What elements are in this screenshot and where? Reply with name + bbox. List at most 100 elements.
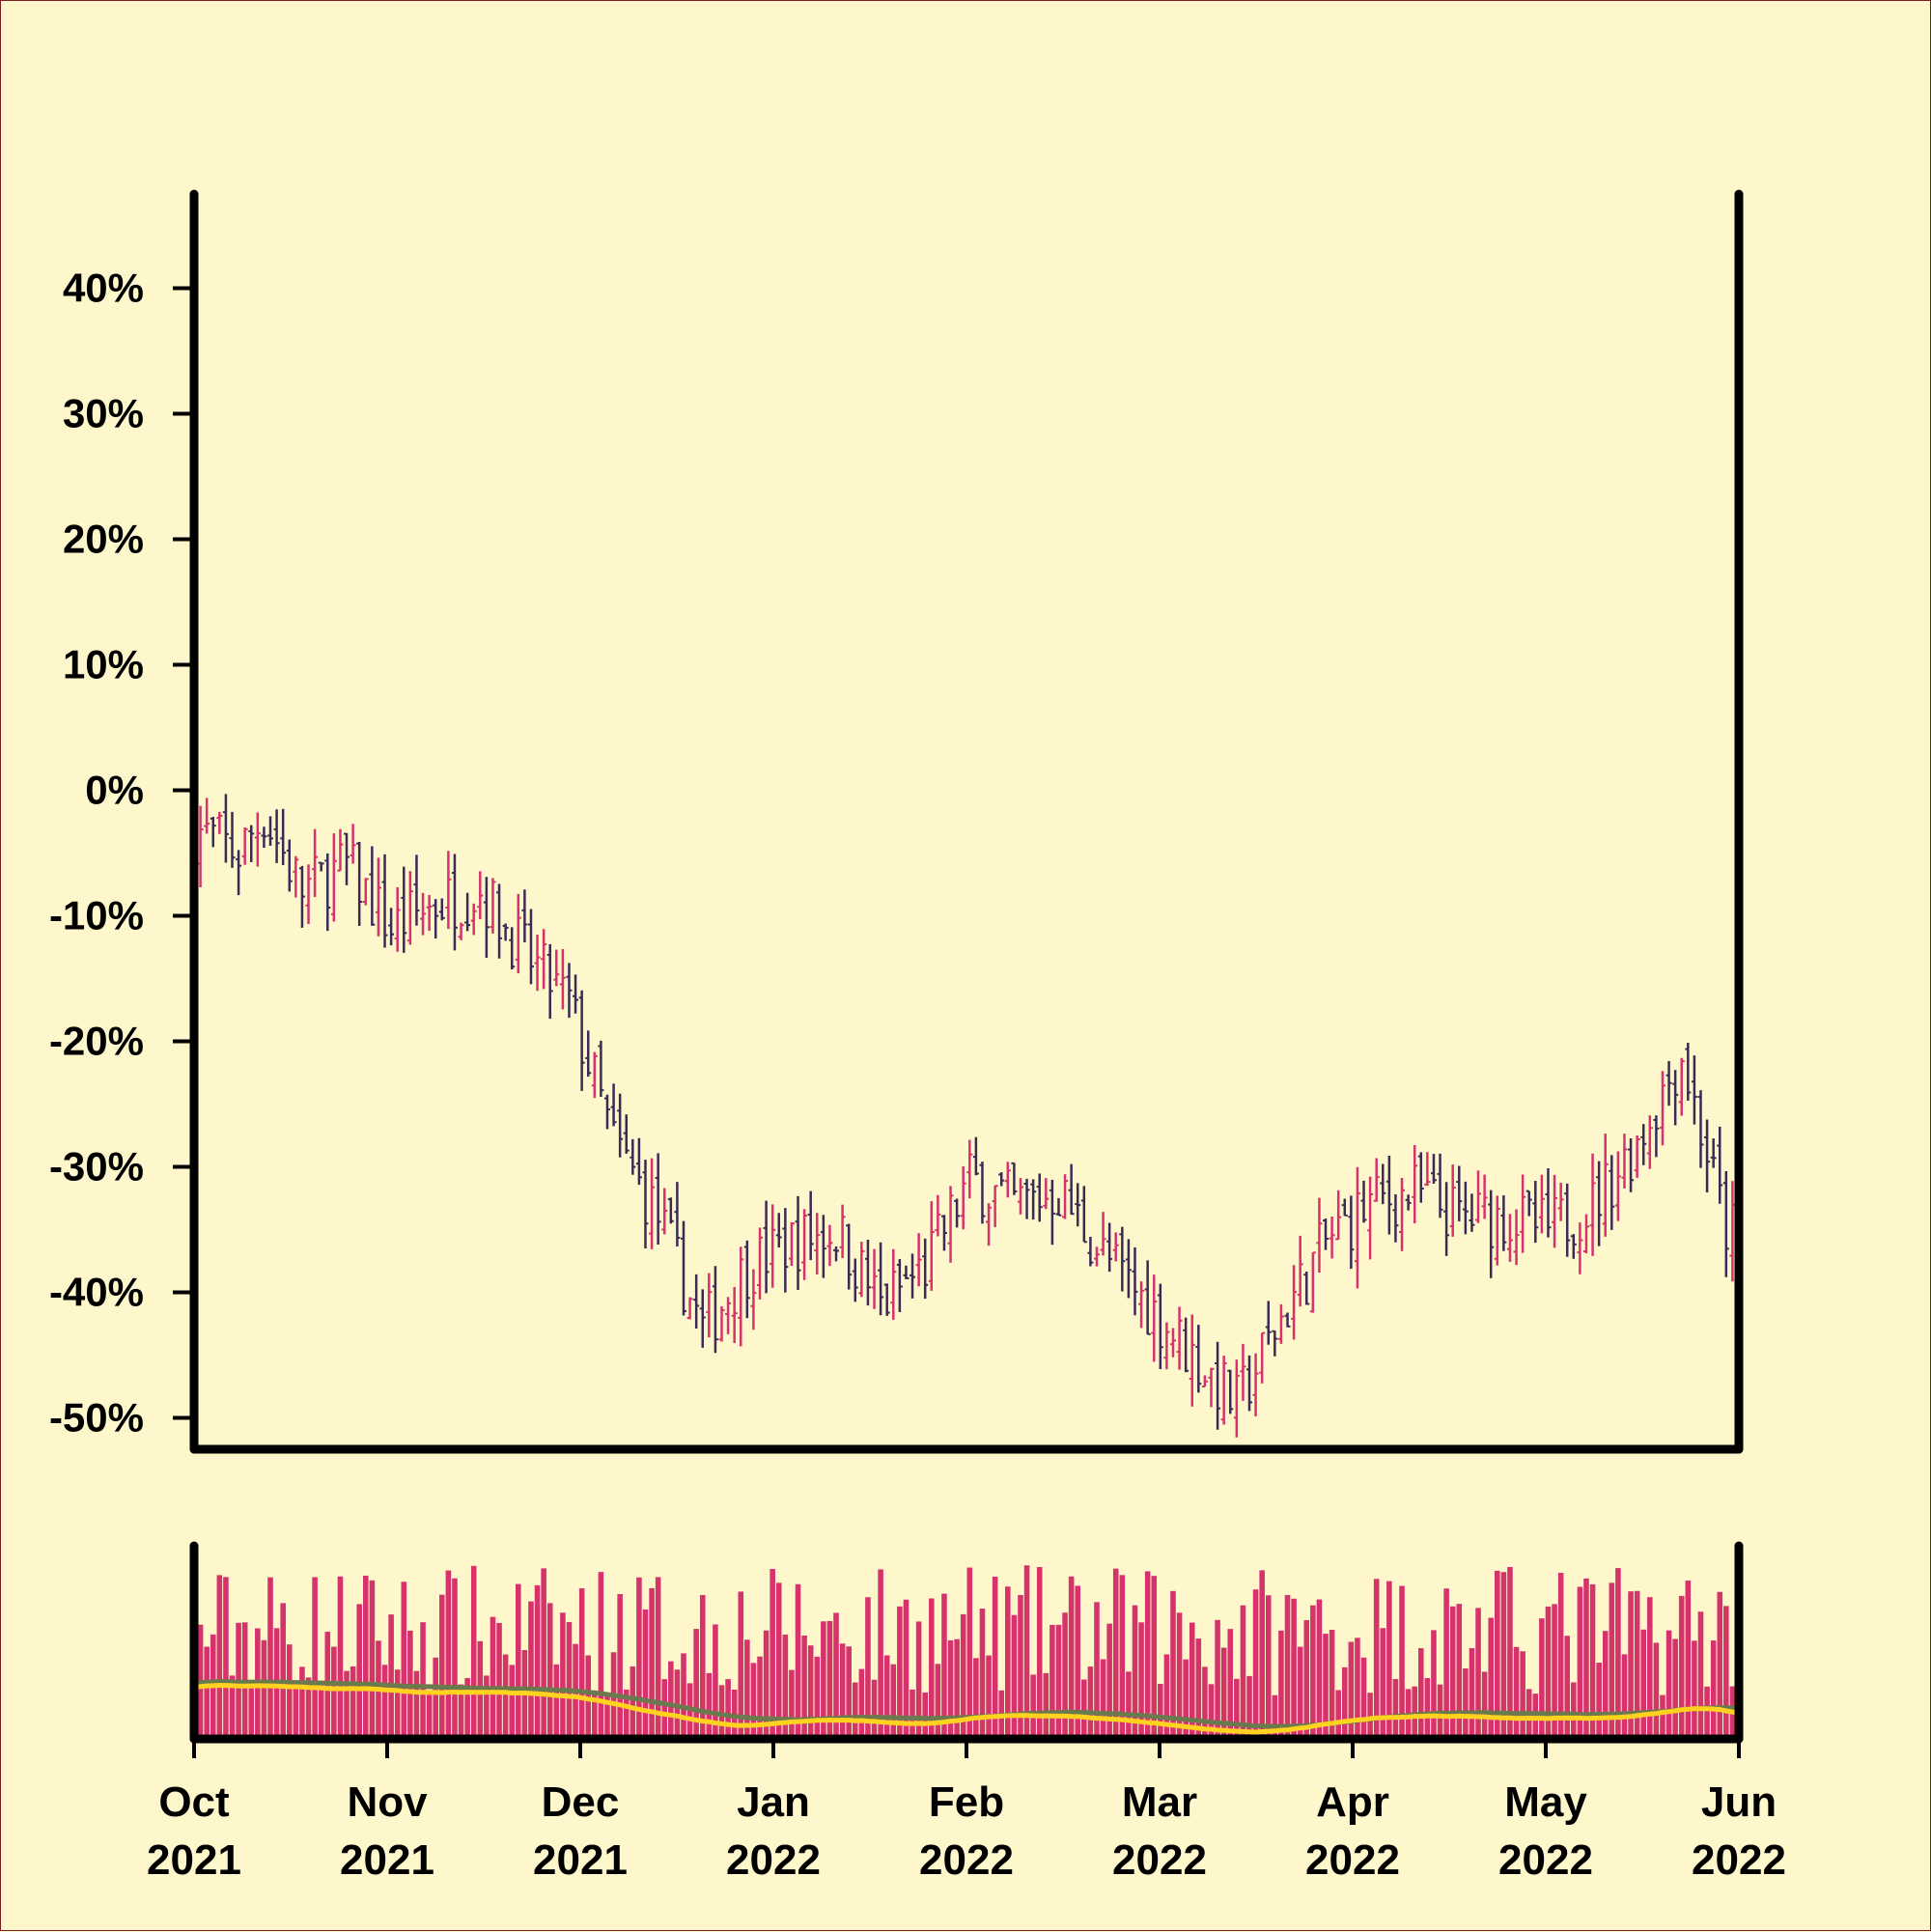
x-tick-label-month: Nov	[347, 1778, 428, 1826]
volume-bar	[973, 1658, 979, 1739]
volume-bar	[883, 1655, 890, 1739]
x-tick-label-year: 2022	[1112, 1836, 1207, 1884]
y-tick-label: -40%	[49, 1270, 144, 1315]
volume-bar	[1265, 1595, 1272, 1739]
volume-bar	[1023, 1565, 1030, 1739]
volume-bar	[1653, 1642, 1660, 1739]
x-tick-label-year: 2022	[1692, 1836, 1786, 1884]
volume-bar	[1138, 1622, 1144, 1739]
volume-bar	[801, 1635, 807, 1739]
volume-bar	[757, 1656, 763, 1739]
volume-bar	[1481, 1671, 1488, 1739]
volume-bar	[941, 1593, 947, 1739]
volume-bar	[1094, 1602, 1100, 1739]
x-tick-label-year: 2021	[340, 1836, 434, 1884]
volume-bar	[1062, 1612, 1068, 1739]
volume-bar	[1106, 1623, 1112, 1739]
volume-bar	[350, 1666, 356, 1739]
volume-bar	[1577, 1586, 1583, 1739]
volume-bar	[865, 1597, 871, 1739]
volume-bar	[1360, 1657, 1367, 1739]
volume-bar	[1075, 1585, 1081, 1739]
volume-bar	[979, 1609, 986, 1739]
ohlc-bars	[194, 794, 1739, 1438]
volume-bar	[1583, 1578, 1589, 1739]
volume-bar	[693, 1629, 699, 1739]
volume-bar	[789, 1669, 795, 1739]
y-tick-label: 20%	[63, 517, 144, 562]
volume-bar	[718, 1685, 725, 1739]
volume-bar	[1195, 1638, 1202, 1739]
volume-bar	[204, 1646, 210, 1739]
volume-bar	[960, 1613, 966, 1739]
volume-bar	[713, 1624, 718, 1739]
volume-bar	[706, 1672, 713, 1739]
volume-bar	[1513, 1646, 1520, 1739]
volume-bar	[966, 1567, 973, 1739]
volume-bar	[699, 1594, 706, 1739]
volume-bar	[331, 1646, 337, 1739]
volume-bar	[560, 1612, 566, 1739]
volume-bar	[744, 1639, 750, 1739]
volume-bar	[546, 1603, 553, 1739]
volume-bar	[1692, 1640, 1697, 1739]
volume-bar	[578, 1588, 585, 1739]
volume-bars	[191, 1565, 1742, 1739]
volume-bar	[248, 1688, 255, 1739]
volume-bar	[1495, 1570, 1500, 1739]
volume-bar	[1303, 1620, 1310, 1739]
volume-bar	[1291, 1598, 1297, 1739]
volume-bar	[814, 1656, 821, 1739]
volume-bar	[1589, 1583, 1596, 1739]
volume-bar	[1615, 1568, 1621, 1739]
volume-bar	[470, 1565, 477, 1739]
volume-bar	[630, 1666, 636, 1739]
volume-bar	[992, 1576, 998, 1739]
volume-bar	[1112, 1568, 1119, 1739]
volume-bar	[1685, 1581, 1692, 1739]
volume-bar	[490, 1616, 496, 1739]
volume-bar	[1557, 1572, 1564, 1739]
volume-bar	[1297, 1646, 1303, 1739]
x-tick-label-month: Dec	[542, 1778, 620, 1826]
volume-bar	[1208, 1684, 1215, 1739]
volume-bar	[935, 1664, 941, 1739]
volume-bar	[1227, 1629, 1234, 1739]
volume-bar	[668, 1661, 674, 1739]
volume-bar	[1246, 1675, 1252, 1739]
volume-bar	[452, 1578, 458, 1739]
volume-bar	[356, 1604, 362, 1739]
volume-bar	[509, 1665, 516, 1739]
x-tick-label-month: Jan	[737, 1778, 810, 1826]
volume-bar	[1202, 1666, 1208, 1739]
volume-bar	[1170, 1590, 1176, 1739]
volume-bar	[1417, 1648, 1424, 1739]
volume-bar	[1634, 1590, 1640, 1739]
volume-bar	[954, 1638, 960, 1739]
volume-bar	[420, 1622, 426, 1739]
volume-bar	[1392, 1678, 1399, 1739]
volume-bar	[725, 1679, 731, 1739]
volume-bar	[636, 1577, 642, 1739]
volume-bar	[1665, 1630, 1672, 1739]
volume-bar	[566, 1621, 573, 1739]
volume-bar	[1552, 1604, 1557, 1739]
volume-bar	[362, 1575, 369, 1739]
volume-bar	[337, 1576, 344, 1739]
volume-bar	[1424, 1678, 1431, 1739]
volume-bar	[293, 1685, 299, 1739]
y-tick-label: -50%	[49, 1395, 144, 1441]
volume-bar	[947, 1639, 954, 1739]
x-tick-label-year: 2021	[147, 1836, 241, 1884]
volume-bar	[598, 1572, 604, 1739]
volume-bar	[1278, 1630, 1284, 1739]
volume-bar	[1431, 1630, 1437, 1739]
volume-bar	[623, 1689, 630, 1739]
volume-bar	[1144, 1571, 1151, 1739]
volume-bar	[1596, 1663, 1602, 1739]
volume-bar	[299, 1666, 305, 1739]
volume-bar	[871, 1679, 878, 1739]
volume-bar	[381, 1665, 388, 1739]
x-tick-label-month: Mar	[1122, 1778, 1197, 1826]
x-tick-label-year: 2021	[533, 1836, 628, 1884]
